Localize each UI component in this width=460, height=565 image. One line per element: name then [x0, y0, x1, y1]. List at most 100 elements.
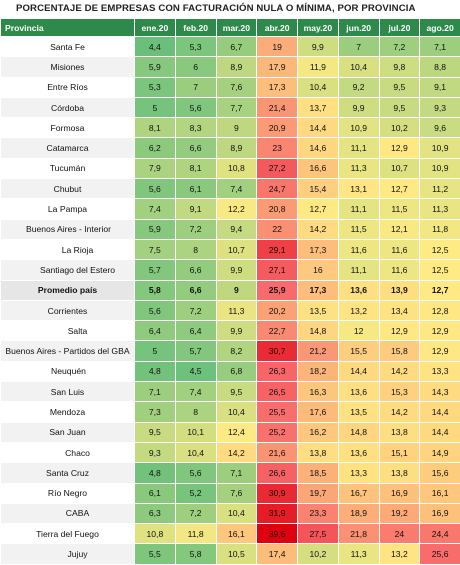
value-cell: 17,9: [257, 57, 298, 77]
column-header-jul: jul.20: [379, 19, 420, 37]
value-cell: 11,8: [175, 524, 216, 544]
value-cell: 6,6: [175, 138, 216, 158]
value-cell: 4,5: [175, 361, 216, 381]
value-cell: 23,3: [298, 503, 339, 523]
value-cell: 4,4: [135, 37, 176, 57]
value-cell: 5,9: [135, 57, 176, 77]
value-cell: 6,2: [135, 138, 176, 158]
value-cell: 13,6: [338, 382, 379, 402]
value-cell: 7,1: [420, 37, 460, 57]
value-cell: 5,6: [175, 463, 216, 483]
value-cell: 6,3: [135, 503, 176, 523]
value-cell: 27,2: [257, 158, 298, 178]
value-cell: 16,1: [216, 524, 257, 544]
value-cell: 12,5: [420, 239, 460, 259]
column-header-may: may.20: [298, 19, 339, 37]
province-name: Santa Cruz: [1, 463, 135, 483]
value-cell: 17,6: [298, 402, 339, 422]
value-cell: 7,1: [216, 463, 257, 483]
value-cell: 24,4: [420, 524, 460, 544]
value-cell: 5,7: [175, 341, 216, 361]
value-cell: 7,4: [175, 382, 216, 402]
value-cell: 5,3: [175, 37, 216, 57]
value-cell: 10,4: [298, 77, 339, 97]
province-name: San Juan: [1, 422, 135, 442]
value-cell: 14,4: [338, 361, 379, 381]
value-cell: 19,2: [379, 503, 420, 523]
value-cell: 5,7: [135, 260, 176, 280]
value-cell: 9,5: [379, 97, 420, 117]
value-cell: 12,7: [379, 179, 420, 199]
value-cell: 12,4: [216, 422, 257, 442]
value-cell: 13,2: [338, 300, 379, 320]
value-cell: 6,6: [175, 260, 216, 280]
value-cell: 11,1: [338, 260, 379, 280]
province-name: Corrientes: [1, 300, 135, 320]
header-row: Provincia ene.20 feb.20 mar.20 abr.20 ma…: [1, 19, 460, 37]
value-cell: 7,1: [135, 382, 176, 402]
value-cell: 6: [175, 57, 216, 77]
value-cell: 10,8: [216, 158, 257, 178]
value-cell: 5,8: [175, 544, 216, 564]
value-cell: 8,9: [216, 138, 257, 158]
value-cell: 11,2: [420, 179, 460, 199]
value-cell: 14,3: [420, 382, 460, 402]
value-cell: 8,2: [216, 341, 257, 361]
value-cell: 9,1: [420, 77, 460, 97]
value-cell: 13,3: [338, 463, 379, 483]
value-cell: 5,9: [135, 219, 176, 239]
value-cell: 18,5: [298, 463, 339, 483]
value-cell: 24,7: [257, 179, 298, 199]
value-cell: 9,9: [216, 321, 257, 341]
value-cell: 11,1: [338, 199, 379, 219]
value-cell: 14,8: [338, 422, 379, 442]
value-cell: 10,9: [420, 158, 460, 178]
province-table: Provincia ene.20 feb.20 mar.20 abr.20 ma…: [0, 18, 460, 565]
value-cell: 19,7: [298, 483, 339, 503]
value-cell: 10,4: [338, 57, 379, 77]
value-cell: 6,4: [175, 321, 216, 341]
value-cell: 9,9: [298, 37, 339, 57]
value-cell: 12,9: [420, 321, 460, 341]
value-cell: 13,6: [338, 280, 379, 300]
value-cell: 12,5: [420, 260, 460, 280]
province-name: Neuquén: [1, 361, 135, 381]
province-name: La Rioja: [1, 239, 135, 259]
value-cell: 12: [338, 321, 379, 341]
value-cell: 7,2: [175, 300, 216, 320]
value-cell: 9,1: [175, 199, 216, 219]
value-cell: 17,3: [257, 77, 298, 97]
province-name: Catamarca: [1, 138, 135, 158]
value-cell: 5,6: [175, 97, 216, 117]
value-cell: 9,5: [379, 77, 420, 97]
value-cell: 8: [175, 239, 216, 259]
province-name: Santiago del Estero: [1, 260, 135, 280]
value-cell: 5,2: [175, 483, 216, 503]
province-name: Mendoza: [1, 402, 135, 422]
province-name: Jujuy: [1, 544, 135, 564]
value-cell: 9,5: [135, 422, 176, 442]
value-cell: 14,4: [298, 118, 339, 138]
value-cell: 18,2: [298, 361, 339, 381]
value-cell: 9,3: [420, 97, 460, 117]
value-cell: 10,4: [216, 402, 257, 422]
value-cell: 13,5: [338, 402, 379, 422]
value-cell: 13,7: [298, 97, 339, 117]
value-cell: 7,3: [135, 402, 176, 422]
value-cell: 9,3: [135, 442, 176, 462]
value-cell: 30,7: [257, 341, 298, 361]
value-cell: 9: [216, 118, 257, 138]
value-cell: 11,6: [379, 260, 420, 280]
value-cell: 15,4: [298, 179, 339, 199]
value-cell: 14,9: [420, 442, 460, 462]
